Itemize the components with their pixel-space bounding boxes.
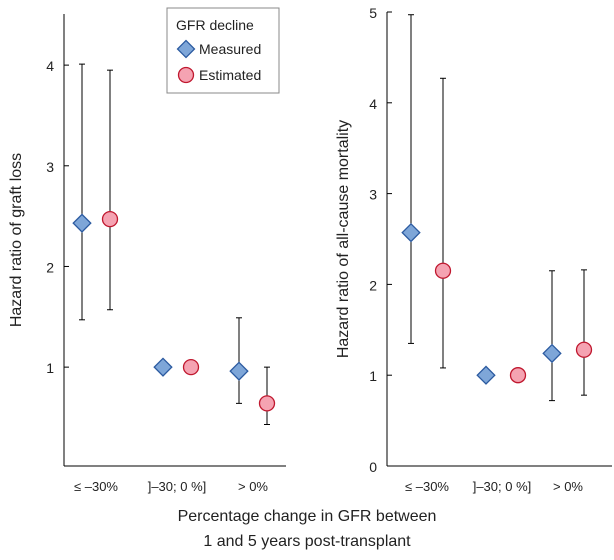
estimated-point-1 xyxy=(434,262,452,279)
y-axis-title: Hazard ratio of all-cause mortality xyxy=(335,120,352,358)
y-axis-title: Hazard ratio of graft loss xyxy=(8,153,25,327)
y-tick-label-3: 3 xyxy=(369,187,377,203)
measured-point-2 xyxy=(153,357,173,377)
estimated-point-2 xyxy=(509,367,527,384)
legend-title: GFR decline xyxy=(176,17,254,33)
measured-point-1 xyxy=(72,213,92,233)
y-tick-label-3: 3 xyxy=(46,159,54,175)
y-tick-label-5: 5 xyxy=(369,5,377,21)
y-tick-label-2: 2 xyxy=(369,277,377,293)
y-tick-label-4: 4 xyxy=(46,58,54,74)
x-axis-label-line-2: 1 and 5 years post-transplant xyxy=(203,533,411,550)
category-label-2: ]–30; 0 %] xyxy=(473,479,532,494)
legend-measured-label: Measured xyxy=(199,41,261,57)
estimated-point-1 xyxy=(101,210,119,228)
measured-point-1 xyxy=(401,222,421,243)
y-tick-label-1: 1 xyxy=(46,360,54,376)
estimated-point-3 xyxy=(258,395,276,412)
measured-point-2 xyxy=(476,365,496,385)
legend-estimated-marker xyxy=(177,66,195,84)
category-label-1: ≤ –30% xyxy=(74,479,118,494)
y-tick-label-2: 2 xyxy=(46,259,54,275)
legend-measured-marker xyxy=(176,39,196,59)
category-label-1: ≤ –30% xyxy=(405,479,449,494)
estimated-point-3 xyxy=(575,341,593,358)
legend: GFR decline Measured Estimated xyxy=(166,7,280,94)
measured-point-3 xyxy=(542,343,562,364)
measured-point-3 xyxy=(229,361,249,381)
graft-loss-panel: 1 2 3 4 ≤ –30% ]–30; 0 %] > 0% Hazard ratio of … xyxy=(8,14,286,494)
estimated-point-2 xyxy=(182,358,200,376)
mortality-panel: 0 1 2 3 4 5 ≤ –30% ]–30; 0 %] > 0% Hazard ratio o… xyxy=(335,5,612,494)
legend-estimated-label: Estimated xyxy=(199,67,261,83)
x-axis-label-line-1: Percentage change in GFR between xyxy=(178,508,437,525)
category-label-2: ]–30; 0 %] xyxy=(148,479,207,494)
category-label-3: > 0% xyxy=(553,479,583,494)
y-tick-label-0: 0 xyxy=(369,459,377,475)
y-tick-label-1: 1 xyxy=(369,368,377,384)
category-label-3: > 0% xyxy=(238,479,268,494)
y-tick-label-4: 4 xyxy=(369,96,377,112)
